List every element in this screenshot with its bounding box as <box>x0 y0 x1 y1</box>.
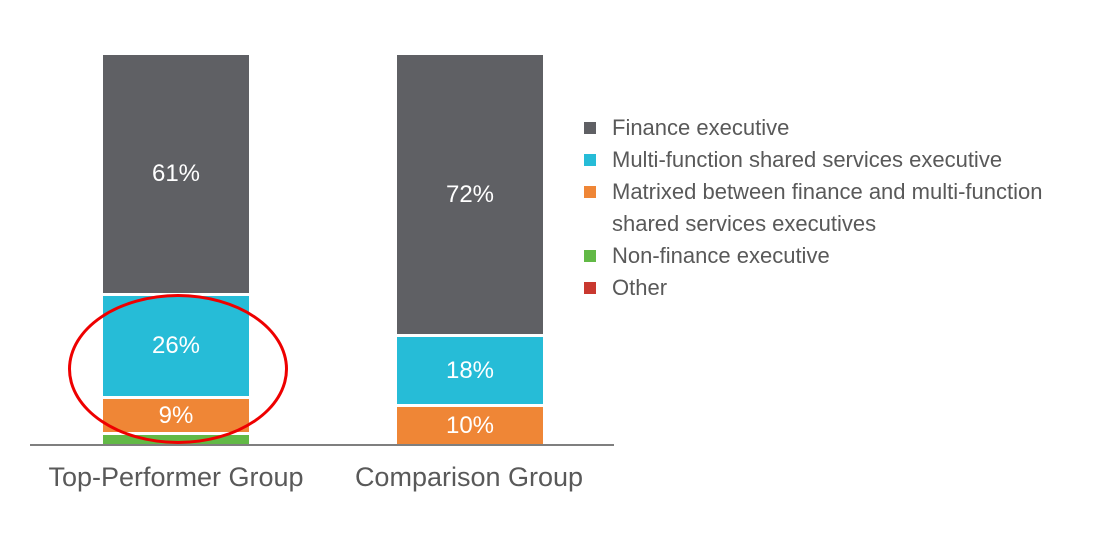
bar-comparison: 72% 18% 10% <box>397 55 543 445</box>
value-label: 61% <box>151 160 201 187</box>
legend: Finance executive Multi-function shared … <box>584 112 1102 304</box>
swatch-icon <box>584 282 596 294</box>
legend-label: Matrixed between finance and multi-funct… <box>612 179 1043 236</box>
legend-item: Matrixed between finance and multi-funct… <box>584 176 1102 240</box>
legend-label: Finance executive <box>612 115 790 140</box>
swatch-icon <box>584 122 596 134</box>
value-label: 18% <box>445 356 495 384</box>
legend-label: Non-finance executive <box>612 243 830 268</box>
value-label: 10% <box>445 412 495 439</box>
x-axis <box>30 444 614 446</box>
x-label-top-performer: Top-Performer Group <box>48 462 304 492</box>
x-label-comparison: Comparison Group <box>354 462 584 492</box>
legend-label: Multi-function shared services executive <box>612 147 1003 172</box>
segment-matrixed: 10% <box>397 407 543 445</box>
legend-item: Non-finance executive <box>584 240 1102 272</box>
swatch-icon <box>584 154 596 166</box>
swatch-icon <box>584 250 596 262</box>
segment-multifunction: 18% <box>397 337 543 404</box>
segment-finance: 72% <box>397 55 543 334</box>
highlight-ellipse <box>68 294 288 444</box>
legend-item: Multi-function shared services executive <box>584 144 1102 176</box>
legend-item: Finance executive <box>584 112 1102 144</box>
value-label: 72% <box>445 180 495 208</box>
segment-finance: 61% <box>103 55 249 293</box>
legend-item: Other <box>584 272 1102 304</box>
swatch-icon <box>584 186 596 198</box>
legend-label: Other <box>612 275 668 300</box>
